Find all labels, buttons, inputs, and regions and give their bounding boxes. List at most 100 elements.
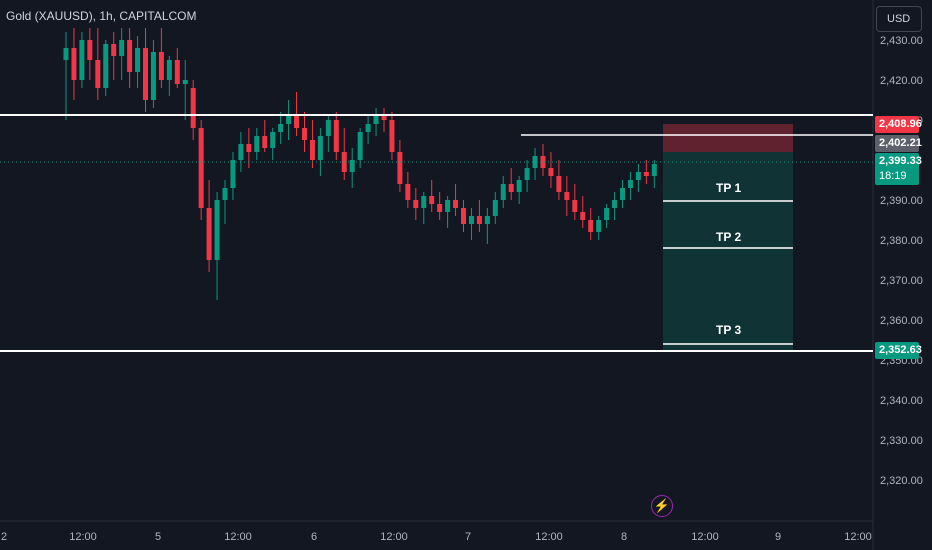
candle-body [317,136,323,160]
time-tick-label: 9 [775,531,781,543]
candle-body [166,60,172,80]
candle-body [238,144,244,160]
candle-body [309,140,315,160]
candle-body [63,48,69,60]
candle-body [612,200,618,208]
price-tick-label: 2,420.00 [880,75,923,87]
time-tick-label: 12:00 [380,531,408,543]
candle-body [71,48,77,80]
candle-body [87,40,93,60]
candle-body [381,116,387,120]
candle-body [548,168,554,176]
candle-body [468,216,474,224]
candle-body [421,196,427,208]
candle-body [405,184,411,200]
candle-body [349,160,355,172]
candle-body [564,192,570,200]
candle-body [103,44,109,88]
candle-body [453,200,459,208]
price-tick-label: 2,390.00 [880,195,923,207]
candle-body [540,156,546,168]
candle-body [516,180,522,192]
candle-body [620,188,625,200]
time-tick-label: 12:00 [844,531,872,543]
candle-body [500,184,506,200]
candle-body [445,200,451,212]
candle-body [484,216,490,224]
candle-body [190,88,196,128]
price-tick-label: 2,430.00 [880,35,923,47]
entry-price-tag: 2,402.21 [875,135,922,152]
current-price-value: 2,399.33 [879,155,922,167]
stop-loss-zone [663,124,793,152]
currency-button[interactable]: USD [876,6,922,32]
candle-body [572,200,578,212]
tp2-label: TP 2 [716,230,742,244]
time-tick-label: 7 [465,531,471,543]
candle-body [143,48,148,100]
candle-body [230,160,236,188]
candle-body [278,124,284,132]
time-tick-label: 2 [1,531,7,543]
candle-body [158,52,164,80]
candle-body [206,208,212,260]
lightning-icon[interactable]: ⚡ [651,495,673,517]
time-tick-label: 5 [155,531,161,543]
price-tick-label: 2,340.00 [880,395,923,407]
price-tick-label: 2,370.00 [880,275,923,287]
candle-body [596,220,602,232]
tp1-label: TP 1 [716,181,742,195]
candle-body [246,144,252,152]
candle-body [429,196,435,204]
candle-body [588,220,594,232]
candle-body [492,200,498,216]
candle-body [174,60,180,84]
candle-body [413,200,419,208]
candle-body [627,180,633,188]
current-price-tag: 2,399.33 18:19 [875,153,922,185]
candle-body [508,184,514,192]
candle-body [365,124,371,132]
time-tick-label: 12:00 [691,531,719,543]
candle-body [222,188,228,200]
candle-body [119,40,125,56]
candle-body [651,164,657,176]
target-zone [663,152,793,352]
candle-body [461,208,466,224]
candle-body [397,152,403,184]
candle-body [580,212,586,220]
price-tick-label: 2,360.00 [880,315,923,327]
candle-body [262,136,268,148]
candle-body [182,80,188,84]
bar-countdown: 18:19 [879,170,907,182]
time-tick-label: 12:00 [535,531,563,543]
candle-body [95,60,101,88]
candle-body [127,40,133,72]
candle-body [254,136,260,152]
candle-body [135,48,141,72]
price-axis-panel [873,0,932,550]
support-price-tag: 2,352.63 [875,342,922,359]
price-tick-label: 2,380.00 [880,235,923,247]
candle-body [389,120,395,152]
candle-body [294,116,300,128]
candle-body [532,156,538,168]
candle-body [643,172,649,176]
time-tick-label: 6 [311,531,317,543]
tp3-label: TP 3 [716,323,742,337]
candle-body [373,116,379,124]
candle-body [214,200,220,260]
price-tick-label: 2,330.00 [880,435,923,447]
time-tick-label: 8 [621,531,627,543]
candle-body [325,120,331,136]
candle-body [270,132,276,148]
candle-body [556,176,562,192]
price-tick-label: 2,320.00 [880,475,923,487]
time-tick-label: 12:00 [69,531,97,543]
candle-body [333,120,339,152]
resistance-price-tag: 2,408.96 [875,116,922,133]
candle-body [286,116,292,124]
candle-body [111,44,117,56]
candle-body [302,128,307,140]
